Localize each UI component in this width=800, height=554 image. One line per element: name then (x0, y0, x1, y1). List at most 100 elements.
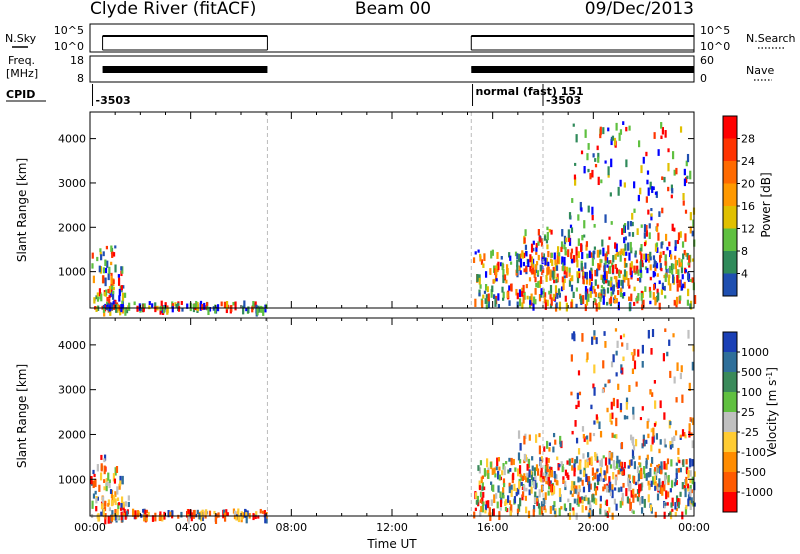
heatmap-cell (136, 510, 140, 518)
heatmap-cell (620, 486, 623, 492)
heatmap-cell (568, 235, 571, 242)
heatmap-cell (480, 476, 483, 484)
heatmap-cell (607, 166, 610, 176)
heatmap-cell (639, 249, 642, 255)
heatmap-cell (619, 270, 623, 274)
heatmap-cell (664, 260, 667, 266)
heatmap-cell (484, 298, 487, 304)
heatmap-cell (666, 246, 669, 251)
heatmap-cell (108, 507, 112, 512)
heatmap-cell (637, 491, 641, 498)
y-tick-label: 2000 (58, 428, 86, 441)
heatmap-cell (540, 456, 543, 460)
heatmap-cell (133, 301, 136, 306)
heatmap-cell (676, 362, 679, 372)
heatmap-cell (535, 261, 539, 266)
heatmap-cell (600, 179, 603, 184)
heatmap-cell (640, 165, 643, 174)
heatmap-cell (572, 507, 575, 511)
heatmap-cell (651, 392, 654, 397)
heatmap-cell (660, 135, 663, 139)
heatmap-cell (107, 503, 110, 507)
heatmap-cell (112, 514, 115, 521)
heatmap-cell (559, 435, 562, 445)
heatmap-cell (684, 434, 687, 439)
heatmap-cell (665, 463, 668, 470)
heatmap-cell (552, 505, 555, 511)
heatmap-cell (222, 509, 226, 515)
heatmap-cell (515, 288, 518, 296)
heatmap-cell (496, 457, 499, 467)
heatmap-cell (610, 158, 613, 168)
heatmap-cell (121, 307, 124, 314)
heatmap-cell (575, 437, 579, 444)
heatmap-cell (629, 434, 633, 441)
beam-title: Beam 00 (355, 0, 431, 19)
y-tick-label: 3000 (58, 177, 86, 190)
heatmap-cell (516, 264, 519, 274)
heatmap-cell (192, 303, 195, 308)
heatmap-cell (506, 291, 509, 299)
heatmap-cell (689, 226, 692, 234)
heatmap-cell (666, 351, 669, 357)
heatmap-cell (638, 497, 641, 504)
heatmap-cell (521, 291, 524, 297)
heatmap-cell (593, 223, 596, 228)
heatmap-cell (479, 255, 482, 262)
colorbar-swatch (723, 273, 737, 296)
heatmap-cell (492, 508, 495, 517)
heatmap-cell (251, 306, 254, 313)
freq-series-band (102, 66, 268, 73)
heatmap-cell (550, 229, 553, 235)
heatmap-cell (684, 233, 687, 242)
heatmap-cell (610, 452, 613, 461)
heatmap-cell (104, 277, 107, 287)
heatmap-cell (519, 442, 522, 451)
heatmap-cell (103, 458, 106, 463)
heatmap-cell (568, 279, 572, 287)
heatmap-cell (570, 248, 574, 254)
heatmap-cell (473, 511, 476, 519)
heatmap-cell (489, 268, 492, 275)
colorbar-tick-label: 500 (741, 366, 762, 379)
heatmap-cell (533, 495, 537, 504)
heatmap-cell (607, 260, 610, 265)
colorbar-tick-label: 24 (741, 155, 755, 168)
heatmap-cell (579, 460, 582, 470)
heatmap-cell (567, 249, 570, 258)
heatmap-cell (660, 242, 663, 249)
heatmap-cell (691, 459, 694, 467)
freq-strip-marks (102, 66, 694, 73)
heatmap-cell (568, 267, 571, 273)
heatmap-cell (666, 458, 670, 465)
heatmap-cell (502, 487, 505, 494)
heatmap-cell (652, 255, 656, 260)
heatmap-cell (538, 445, 542, 455)
heatmap-cell (534, 288, 537, 295)
heatmap-cell (503, 483, 506, 488)
heatmap-cell (562, 262, 565, 272)
heatmap-cell (112, 286, 115, 291)
heatmap-cell (561, 276, 564, 283)
heatmap-cell (148, 305, 151, 310)
heatmap-cell (654, 467, 657, 472)
heatmap-cell (621, 293, 625, 299)
heatmap-cell (596, 416, 599, 424)
heatmap-cell (265, 514, 268, 524)
heatmap-cell (545, 457, 548, 466)
heatmap-cell (121, 300, 124, 305)
heatmap-cell (682, 200, 685, 206)
heatmap-cell (636, 466, 640, 474)
heatmap-cell (620, 364, 623, 371)
heatmap-cell (678, 257, 681, 263)
heatmap-cell (538, 489, 541, 498)
heatmap-cell (484, 271, 488, 278)
heatmap-cell (614, 242, 617, 249)
heatmap-cell (657, 486, 660, 491)
heatmap-cell (571, 465, 574, 471)
heatmap-cell (502, 494, 505, 499)
heatmap-cell (531, 456, 534, 461)
heatmap-cell (572, 331, 576, 339)
heatmap-cell (568, 212, 572, 219)
heatmap-cell (104, 267, 108, 274)
